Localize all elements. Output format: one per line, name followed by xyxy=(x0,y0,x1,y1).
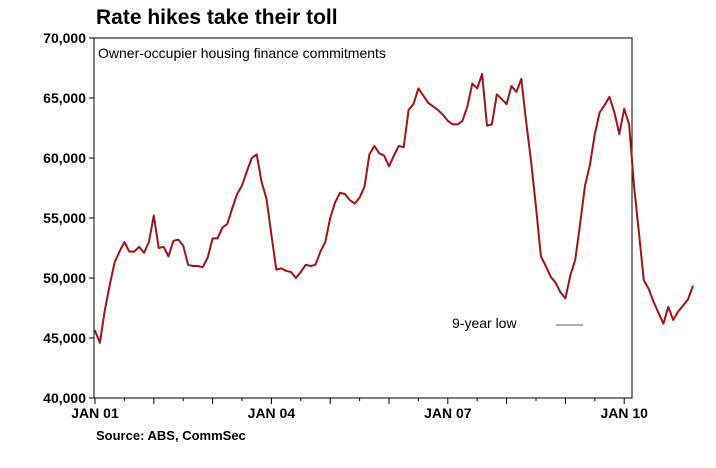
annotation-9-year-low: 9-year low xyxy=(452,315,583,331)
x-tick-label: JAN 01 xyxy=(71,405,119,421)
annotation-label: 9-year low xyxy=(452,315,517,331)
y-tick-label: 60,000 xyxy=(43,150,86,166)
y-tick-label: 55,000 xyxy=(43,210,86,226)
x-tick-label: JAN 04 xyxy=(248,405,296,421)
x-tick-label: JAN 10 xyxy=(600,405,648,421)
plot-area xyxy=(93,37,633,399)
y-tick-label: 45,000 xyxy=(43,330,86,346)
x-axis: JAN 01 JAN 04 JAN 07 JAN 10 xyxy=(71,398,648,421)
y-axis: 40,000 45,000 50,000 55,000 60,000 65,000 70,0… xyxy=(43,30,94,406)
x-tick-label: JAN 07 xyxy=(424,405,472,421)
y-tick-label: 50,000 xyxy=(43,270,86,286)
series-line-housing-finance xyxy=(94,73,694,344)
plot-frame xyxy=(93,37,633,399)
y-tick-label: 70,000 xyxy=(43,30,86,46)
source-note: Source: ABS, CommSec xyxy=(96,428,246,443)
chart-subtitle: Owner-occupier housing finance commitmen… xyxy=(98,45,386,61)
chart-title: Rate hikes take their toll xyxy=(96,6,338,29)
y-tick-label: 40,000 xyxy=(43,390,86,406)
y-tick-label: 65,000 xyxy=(43,90,86,106)
